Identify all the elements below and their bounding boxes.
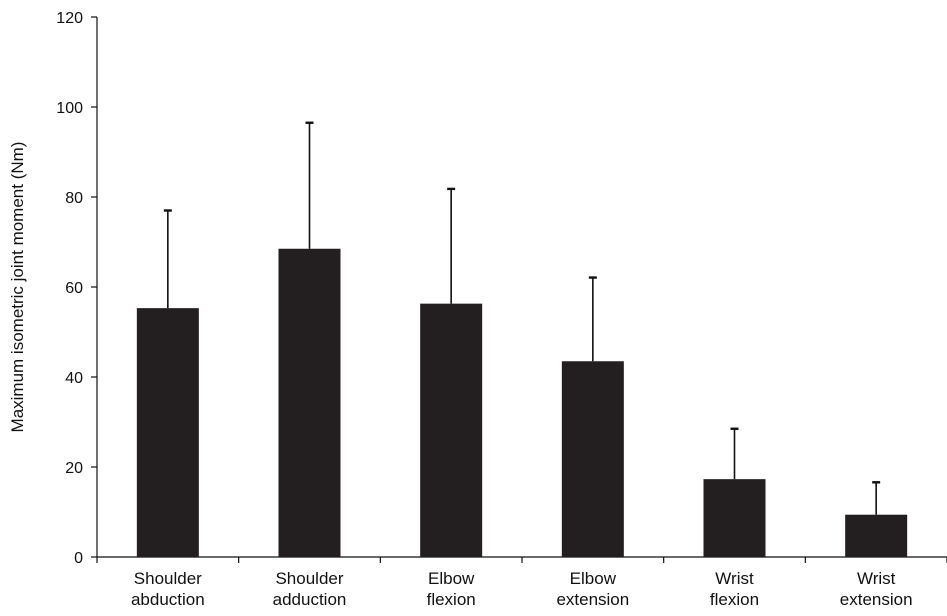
y-tick-label: 20 xyxy=(65,460,83,477)
y-tick-label: 60 xyxy=(65,280,83,297)
x-category-label: flexion xyxy=(427,590,476,609)
x-category-label: Wrist xyxy=(715,569,754,588)
y-axis-title: Maximum isometric joint moment (Nm) xyxy=(8,142,27,433)
error-bars xyxy=(163,121,881,515)
bar xyxy=(420,303,483,557)
x-labels: Shoulder abduction Shoulder adduction Elbow f… xyxy=(131,569,913,609)
x-category-label: Elbow xyxy=(570,569,617,588)
bar xyxy=(703,479,766,557)
x-category-label: Wrist xyxy=(857,569,896,588)
y-tick-label: 120 xyxy=(56,10,83,27)
y-tick-label: 0 xyxy=(74,550,83,567)
bar xyxy=(561,361,624,557)
x-ticks xyxy=(96,557,947,563)
y-tick-label: 100 xyxy=(56,100,83,117)
y-tick-label: 40 xyxy=(65,370,83,387)
x-category-label: Shoulder xyxy=(134,569,202,588)
x-category-label: abduction xyxy=(131,590,205,609)
bar xyxy=(278,248,341,557)
x-category-label: flexion xyxy=(710,590,759,609)
y-tick-label: 80 xyxy=(65,190,83,207)
y-ticks: 0 20 40 60 80 100 120 xyxy=(56,10,97,567)
x-category-label: Elbow xyxy=(428,569,475,588)
bar xyxy=(136,308,199,557)
bars xyxy=(136,248,908,557)
axes xyxy=(96,17,947,558)
x-category-label: adduction xyxy=(273,590,347,609)
x-category-label: extension xyxy=(840,590,913,609)
bar xyxy=(845,514,908,557)
x-category-label: extension xyxy=(556,590,629,609)
x-category-label: Shoulder xyxy=(275,569,343,588)
